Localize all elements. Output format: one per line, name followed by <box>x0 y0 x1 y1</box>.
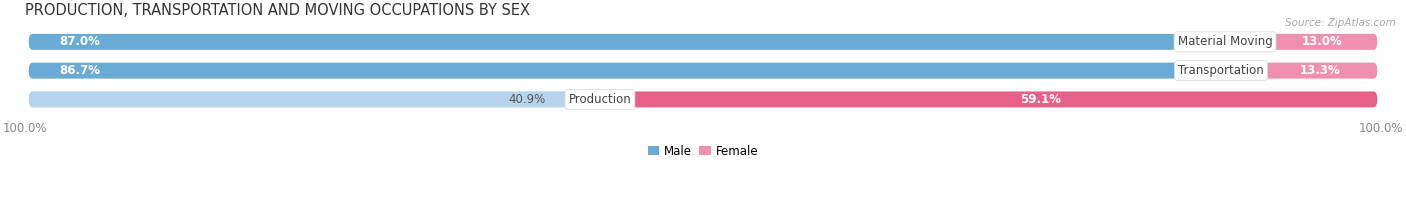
Text: 13.0%: 13.0% <box>1302 35 1343 48</box>
FancyBboxPatch shape <box>28 34 1201 50</box>
Text: Source: ZipAtlas.com: Source: ZipAtlas.com <box>1285 18 1396 28</box>
FancyBboxPatch shape <box>28 91 1378 107</box>
Text: 40.9%: 40.9% <box>509 93 546 106</box>
FancyBboxPatch shape <box>1205 63 1378 79</box>
FancyBboxPatch shape <box>28 34 1378 50</box>
Text: Transportation: Transportation <box>1178 64 1264 77</box>
Text: 86.7%: 86.7% <box>59 64 100 77</box>
Text: 59.1%: 59.1% <box>1021 93 1062 106</box>
FancyBboxPatch shape <box>28 63 1197 79</box>
Legend: Male, Female: Male, Female <box>643 140 763 162</box>
Text: 87.0%: 87.0% <box>59 35 100 48</box>
Text: Production: Production <box>568 93 631 106</box>
Text: Material Moving: Material Moving <box>1178 35 1272 48</box>
FancyBboxPatch shape <box>28 91 576 107</box>
FancyBboxPatch shape <box>1208 34 1378 50</box>
FancyBboxPatch shape <box>583 91 1378 107</box>
Text: PRODUCTION, TRANSPORTATION AND MOVING OCCUPATIONS BY SEX: PRODUCTION, TRANSPORTATION AND MOVING OC… <box>25 3 530 18</box>
FancyBboxPatch shape <box>28 63 1378 79</box>
Text: 13.3%: 13.3% <box>1299 64 1340 77</box>
